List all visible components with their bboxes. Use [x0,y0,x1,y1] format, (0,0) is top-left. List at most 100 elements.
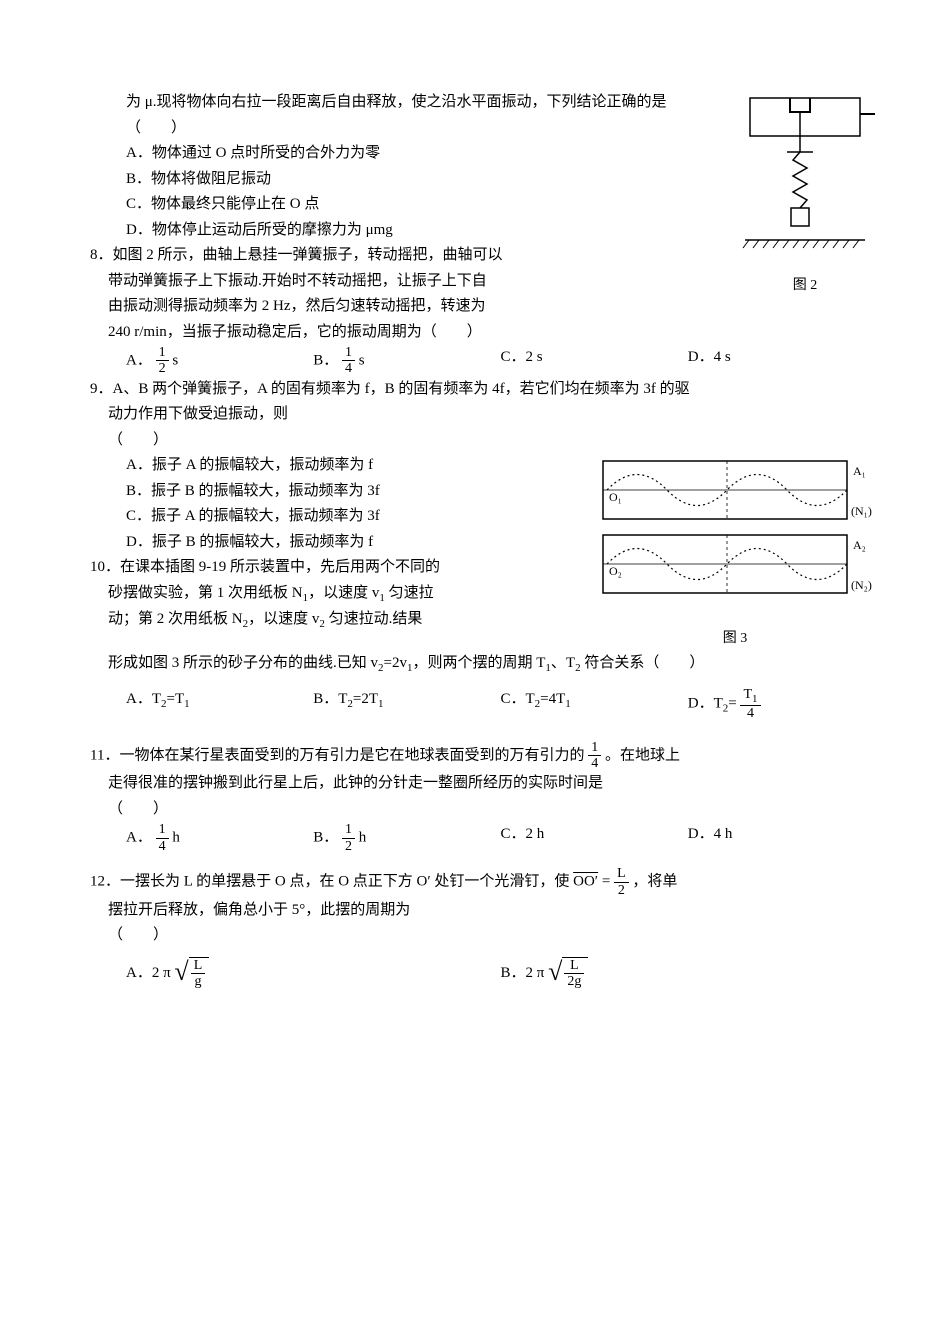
q10-options: A．T2=T1 B．T2=2T1 C．T2=4T1 D．T2= T14 [126,687,875,721]
q11-opt-b: B． 12 h [313,822,500,854]
q9-q10-fig3-row: A．振子 A 的振幅较大，振动频率为 f B．振子 B 的振幅较大，振动频率为 … [90,453,875,650]
q12-a-rnum: L [191,958,206,974]
q8-b-num: 1 [342,345,355,361]
q7-opt-a: A．物体通过 O 点时所受的合外力为零 [126,141,717,167]
q10-stem-line1: 10．在课本插图 9-19 所示装置中，先后用两个不同的 [90,555,577,581]
q10-s2b: ，以速度 v [308,585,379,601]
q10-s4d: 、T [551,655,575,671]
figure-3-caption: 图 3 [595,627,875,651]
q8-a-suf: s [172,352,178,368]
q11-opt-d: D．4 h [688,822,875,854]
q11-paren: （ ） [108,797,875,823]
q11-opt-a: A． 14 h [126,822,313,854]
q11-b-suf: h [359,830,367,846]
q11-b-pre: B． [313,830,338,846]
figure-2-caption: 图 2 [735,274,875,298]
q8-opt-a: A． 12 s [126,345,313,377]
q11-stem-line1: 11．一物体在某行星表面受到的万有引力是它在地球表面受到的万有引力的 14 。在… [90,740,875,772]
q11-s1a: 11．一物体在某行星表面受到的万有引力是它在地球表面受到的万有引力的 [90,747,588,763]
figure-2-svg [735,90,875,260]
q10-d-pre: D．T [688,696,723,712]
q10-s4e: 符合关系（ ） [581,655,705,671]
fig3-n1: (N₁) [851,504,872,518]
q10-d-mid: = [728,696,736,712]
q12-opt-a: A．2 π √ Lg [126,957,501,990]
q11-b-num: 1 [342,822,355,838]
q9-stem-line2: 动力作用下做受迫振动，则 [108,402,875,428]
q10-b-mid: =2T [353,691,378,707]
q7-paren: （ ） [126,116,717,142]
q12-b-rden: 2g [564,974,584,989]
q7-opt-c: C．物体最终只能停止在 O 点 [126,192,717,218]
q11-options: A． 14 h B． 12 h C．2 h D．4 h [126,822,875,854]
q12-s1bar: OO′ [573,873,598,889]
q8-b-suf: s [359,352,365,368]
q11-a-suf: h [172,830,180,846]
q8-b-den: 4 [342,361,355,376]
figure-3: O₁ A₁ (N₁) O₂ A₂ (N₂) 图 3 [595,453,875,650]
q12-stem-line2: 摆拉开后释放，偏角总小于 5°，此摆的周期为 [108,898,875,924]
q9-opt-c: C．振子 A 的振幅较大，振动频率为 3f [126,504,577,530]
q10-opt-c: C．T2=4T1 [501,687,688,721]
q8-opt-b: B． 14 s [313,345,500,377]
q12-s1eq: = [602,873,614,889]
q9-stem-line1: 9．A、B 两个弹簧振子，A 的固有频率为 f，B 的固有频率为 4f，若它们均… [90,377,875,403]
q12-s1b: ，将单 [632,873,677,889]
q12-a-rden: g [191,974,206,989]
q10-d-numpre: T [743,687,752,702]
q11-opt-c: C．2 h [501,822,688,854]
q9-opt-d: D．振子 B 的振幅较大，振动频率为 f [126,530,577,556]
q10-s4b: =2v [384,655,407,671]
q10-s4c: ，则两个摆的周期 T [412,655,545,671]
q9-paren: （ ） [108,428,875,454]
q12-s1num: L [614,866,629,882]
q8-opt-c: C．2 s [501,345,688,377]
q10-s3b: ，以速度 v [248,611,319,627]
q12-s1a: 12．一摆长为 L 的单摆悬于 O 点，在 O 点正下方 O′ 处钉一个光滑钉，… [90,873,573,889]
q12-b-rnum: L [564,958,584,974]
q10-opt-b: B．T2=2T1 [313,687,500,721]
q8-a-den: 2 [156,361,169,376]
q10-a-s2: 1 [184,698,190,710]
fig3-n2: (N₂) [851,578,872,592]
q7-opt-b: B．物体将做阻尼振动 [126,167,717,193]
q10-stem-line3: 动；第 2 次用纸板 N2，以速度 v2 匀速拉动.结果 [108,607,577,634]
q11-b-den: 2 [342,839,355,854]
q10-b-s2: 1 [378,698,384,710]
q11-a-den: 4 [156,839,169,854]
q7-and-fig2-row: 为 μ.现将物体向右拉一段距离后自由释放，使之沿水平面振动，下列结论正确的是 （… [90,90,875,345]
q10-opt-d: D．T2= T14 [688,687,875,721]
q10-stem-line4: 形成如图 3 所示的砂子分布的曲线.已知 v2=2v1，则两个摆的周期 T1、T… [108,651,875,678]
q10-c-pre: C．T [501,691,535,707]
q8-stem-line3: 由振动测得振动频率为 2 Hz，然后匀速转动摇把，转速为 [108,294,717,320]
q10-s2c: 匀速拉 [385,585,434,601]
fig3-a2: A₂ [853,538,866,552]
figure-3-svg: O₁ A₁ (N₁) O₂ A₂ (N₂) [595,453,875,613]
q10-a-pre: A．T [126,691,161,707]
q10-c-s2: 1 [565,698,571,710]
q12-paren: （ ） [108,923,875,949]
q10-s3a: 动；第 2 次用纸板 N [108,611,243,627]
q7-opt-d: D．物体停止运动后所受的摩擦力为 μmg [126,218,717,244]
q10-opt-a: A．T2=T1 [126,687,313,721]
q10-s2a: 砂摆做实验，第 1 次用纸板 N [108,585,303,601]
fig3-o1: O₁ [609,490,622,504]
q9-q10-text: A．振子 A 的振幅较大，振动频率为 f B．振子 B 的振幅较大，振动频率为 … [90,453,577,634]
q8-opt-d: D．4 s [688,345,875,377]
q8-a-pre: A． [126,352,152,368]
q10-c-mid: =4T [540,691,565,707]
q12-a-pre: A．2 π [126,965,174,981]
q12-s1den: 2 [614,883,629,898]
q11-stem-line2: 走得很准的摆钟搬到此行星上后，此钟的分针走一整圈所经历的实际时间是 [108,771,875,797]
q12-stem-line1: 12．一摆长为 L 的单摆悬于 O 点，在 O 点正下方 O′ 处钉一个光滑钉，… [90,866,875,898]
q10-a-mid: =T [167,691,185,707]
q9-opt-b: B．振子 B 的振幅较大，振动频率为 3f [126,479,577,505]
q12-b-pre: B．2 π [501,965,549,981]
q11-s1b: 。在地球上 [605,747,680,763]
q9-opt-a: A．振子 A 的振幅较大，振动频率为 f [126,453,577,479]
q8-stem-line2: 带动弹簧振子上下振动.开始时不转动摇把，让振子上下自 [108,269,717,295]
q10-b-pre: B．T [313,691,347,707]
figure-2: 图 2 [735,90,875,297]
q10-d-numsub: 1 [752,693,758,705]
q7-block: 为 μ.现将物体向右拉一段距离后自由释放，使之沿水平面振动，下列结论正确的是 （… [90,90,717,345]
